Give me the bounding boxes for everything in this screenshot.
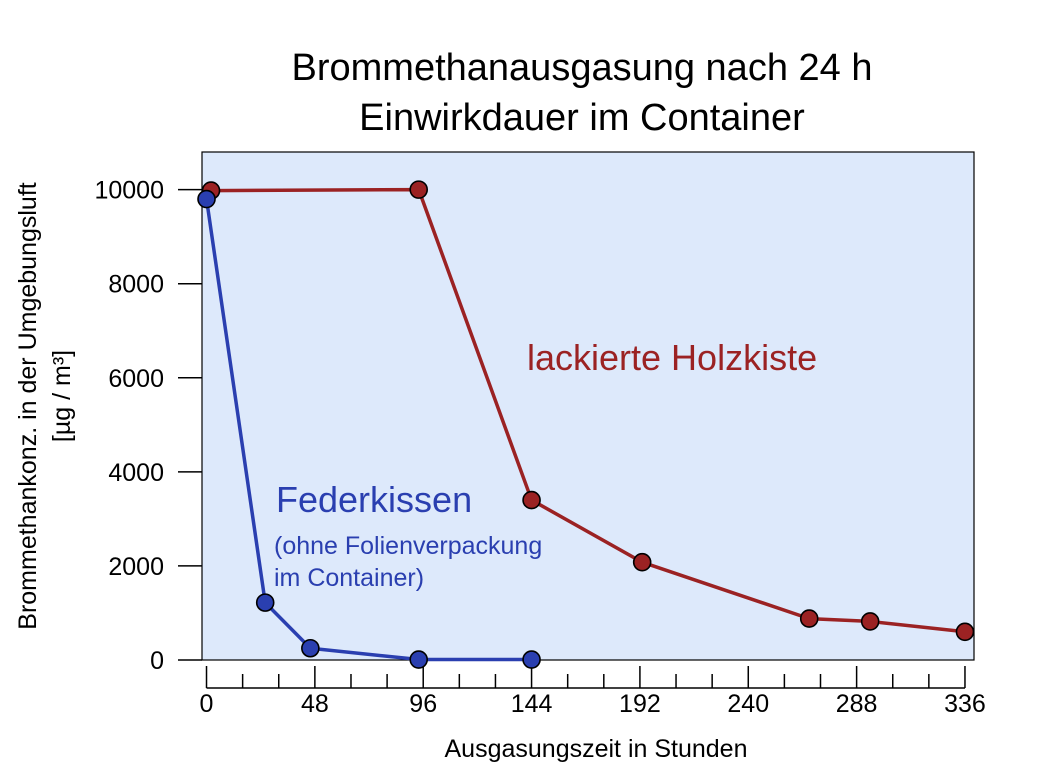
series-label-holzkiste: lackierte Holzkiste xyxy=(527,337,817,378)
data-point-holzkiste xyxy=(860,612,880,631)
y-tick-label: 10000 xyxy=(94,177,164,205)
series-sublabel-federkissen-line-1: (ohne Folienverpackung xyxy=(274,532,542,560)
x-tick-label: 336 xyxy=(944,690,986,718)
data-point-holzkiste xyxy=(409,180,429,199)
chart-title-line-1: Brommethanausgasung nach 24 h xyxy=(292,47,873,89)
series-label-federkissen: Federkissen xyxy=(276,479,472,520)
plot-area xyxy=(201,151,975,661)
x-tick-label: 96 xyxy=(409,690,437,718)
data-point-holzkiste xyxy=(799,609,819,628)
data-point-holzkiste xyxy=(955,622,975,642)
data-point-federkissen xyxy=(301,638,320,658)
y-tick-label: 0 xyxy=(150,647,164,675)
series-sublabel-federkissen-line-2: im Container) xyxy=(274,564,424,592)
y-tick-label: 2000 xyxy=(108,553,164,581)
x-tick-label: 48 xyxy=(301,690,329,718)
x-tick-label: 0 xyxy=(200,690,214,718)
y-axis-label-line-2: [µg / m³] xyxy=(48,350,76,442)
y-axis: 0 2000 4000 6000 8000 10000 xyxy=(94,177,202,675)
data-point-federkissen xyxy=(409,650,429,669)
data-point-holzkiste xyxy=(522,490,541,510)
data-point-federkissen xyxy=(197,189,216,209)
x-tick-label: 144 xyxy=(511,690,553,718)
x-tick-label: 192 xyxy=(619,690,661,718)
series-layer xyxy=(197,180,975,669)
x-tick-label: 240 xyxy=(727,690,769,718)
x-axis-label: Ausgasungszeit in Stunden xyxy=(445,735,748,763)
x-tick-label: 288 xyxy=(836,690,878,718)
y-tick-label: 4000 xyxy=(108,459,164,487)
y-tick-label: 6000 xyxy=(108,365,164,393)
data-point-federkissen xyxy=(255,593,275,612)
x-axis: 0 48 96 144 192 240 288 336 xyxy=(200,666,986,718)
y-tick-label: 8000 xyxy=(108,271,164,299)
data-point-federkissen xyxy=(522,650,541,669)
chart-title-line-2: Einwirkdauer im Container xyxy=(359,97,805,139)
y-axis-label-line-1: Brommethankonz. in der Umgebungsluft xyxy=(14,182,42,630)
data-point-holzkiste xyxy=(632,552,652,572)
